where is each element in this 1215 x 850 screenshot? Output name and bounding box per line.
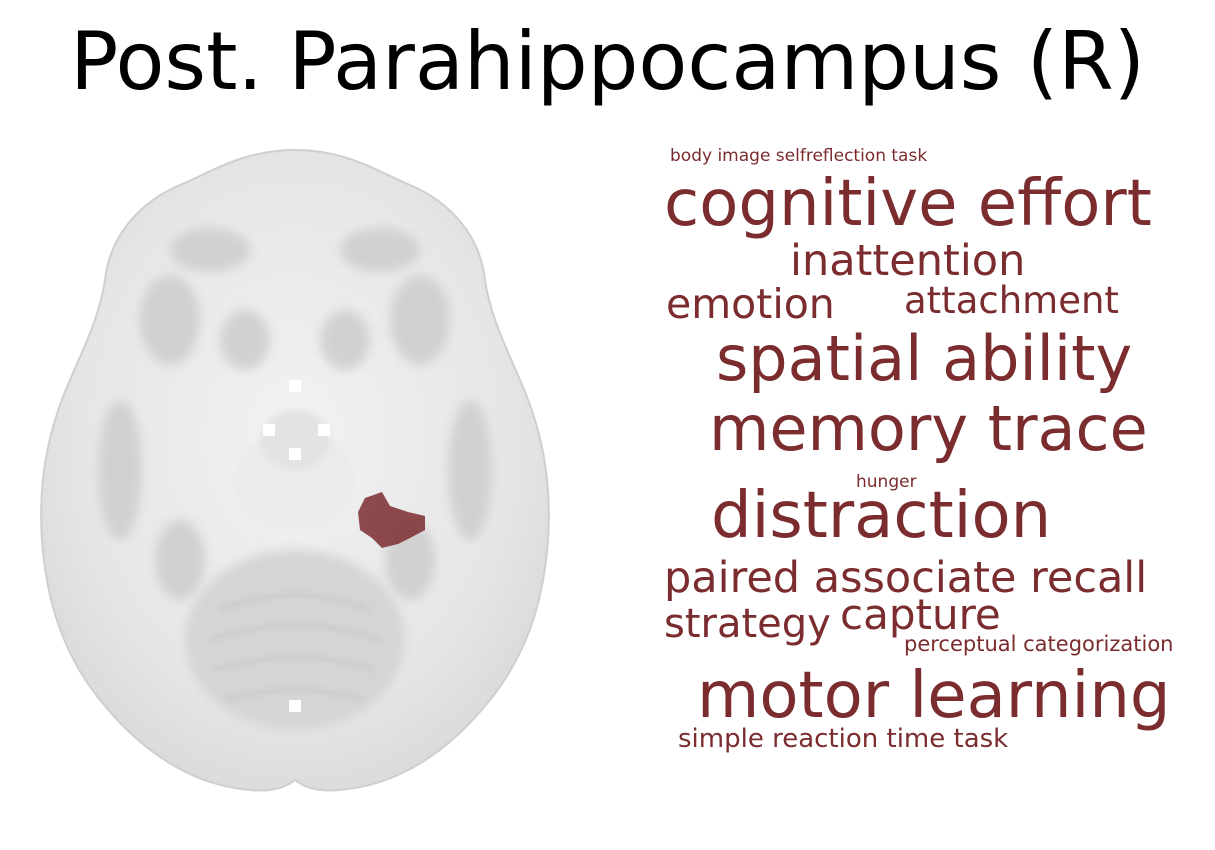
- term-strategy: strategy: [664, 601, 831, 647]
- brain-slice-image: [30, 140, 560, 800]
- figure-title: Post. Parahippocampus (R): [70, 15, 1145, 108]
- term-body-image-selfreflection-task: body image selfreflection task: [670, 146, 928, 166]
- term-attachment: attachment: [904, 279, 1119, 322]
- term-distraction: distraction: [711, 479, 1052, 553]
- term-hunger: hunger: [856, 472, 917, 492]
- term-perceptual-categorization: perceptual categorization: [904, 632, 1174, 656]
- term-emotion: emotion: [666, 280, 835, 328]
- term-motor-learning: motor learning: [697, 659, 1171, 733]
- term-inattention: inattention: [790, 236, 1026, 286]
- term-simple-reaction-time-task: simple reaction time task: [678, 724, 1009, 754]
- term-cognitive-effort: cognitive effort: [664, 167, 1152, 241]
- term-memory-trace: memory trace: [709, 392, 1148, 465]
- term-spatial-ability: spatial ability: [716, 322, 1133, 395]
- highlighted-region: [358, 492, 425, 548]
- term-paired-associate-recall: paired associate recall: [664, 553, 1148, 603]
- term-capture: capture: [840, 590, 1001, 639]
